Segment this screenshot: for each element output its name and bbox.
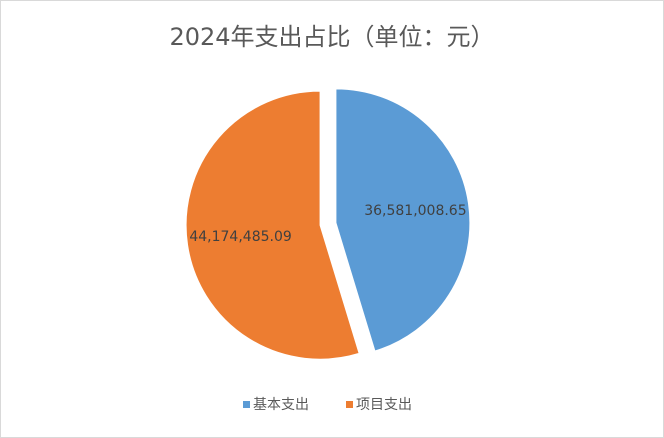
pie-slice: [185, 90, 360, 360]
pie-slice: [335, 88, 471, 352]
legend-label: 项目支出: [356, 397, 412, 413]
legend-swatch: [243, 401, 250, 408]
data-label: 44,174,485.09: [189, 229, 291, 245]
chart-title: 2024年支出占比（单位：元）: [169, 23, 494, 51]
legend-label: 基本支出: [253, 396, 309, 413]
data-label: 36,581,008.65: [364, 203, 466, 219]
legend-swatch: [346, 401, 353, 408]
